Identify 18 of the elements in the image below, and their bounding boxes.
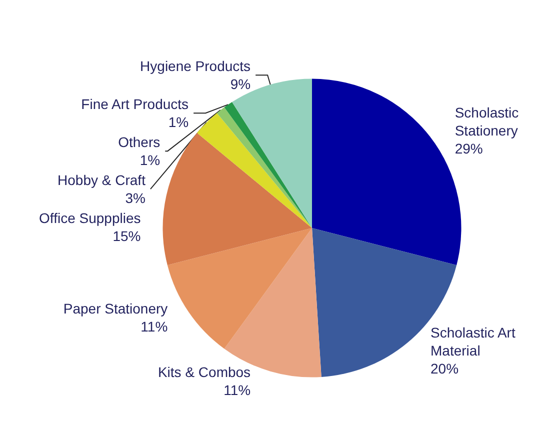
data-label: 11% xyxy=(224,382,251,398)
data-label: 20% xyxy=(430,360,459,377)
slice-label: Office Suppplies xyxy=(39,210,141,226)
data-label: 1% xyxy=(168,114,189,130)
slice-label: Fine Art Products xyxy=(81,96,189,112)
data-label: 3% xyxy=(125,190,146,206)
data-label: 9% xyxy=(230,76,251,92)
slice-label: Hygiene Products xyxy=(140,58,251,74)
slice-label: Paper Stationery xyxy=(63,300,168,317)
slice-label: Kits & Combos xyxy=(158,364,251,380)
slice-label: Hobby & Craft xyxy=(58,172,146,188)
slice-label: Others xyxy=(118,134,160,150)
data-label: 15% xyxy=(112,228,141,244)
data-label: 11% xyxy=(140,318,168,335)
slice-label: Scholastic Stationery xyxy=(454,104,523,138)
data-label: 1% xyxy=(140,152,160,168)
data-label: 29% xyxy=(454,140,483,156)
slice-label: Scholastic Art Material xyxy=(430,324,520,359)
